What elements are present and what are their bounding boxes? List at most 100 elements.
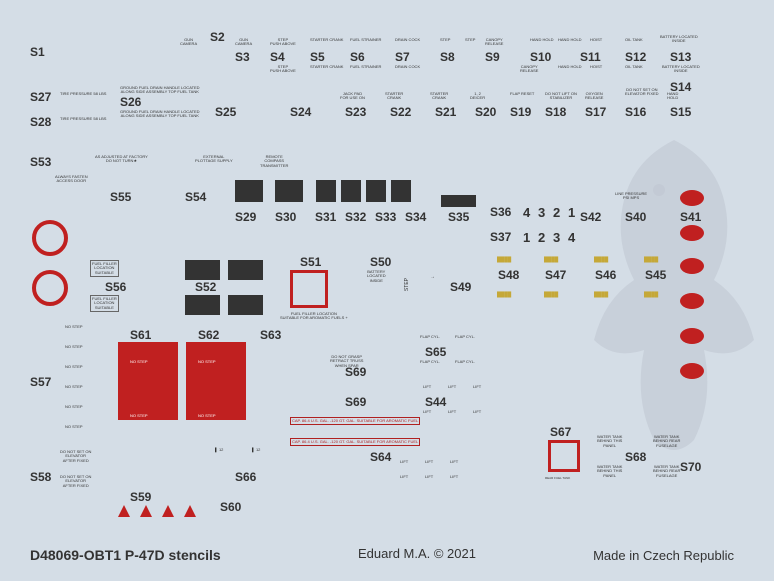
label-s65: S65 (425, 345, 446, 359)
lift: LIFT (425, 475, 433, 479)
num-4: 4 (523, 205, 530, 220)
label-s57: S57 (30, 375, 51, 389)
label-s26: S26 (120, 95, 141, 109)
label-s64: S64 (370, 450, 391, 464)
label-s22: S22 (390, 105, 411, 119)
stencil-text: TIRE PRESSURE 58 LBS (60, 117, 106, 121)
stencil-text: STARTERCRANK (430, 92, 448, 101)
stencil-text: FUEL FILLER LOCATIONSUITABLE FOR AROMATI… (280, 312, 348, 321)
stencil-text: GROUND FUEL DRAIN HANDLE LOCATEDALONG SI… (120, 86, 200, 95)
stencil-text: CANOPYRELEASE (520, 65, 538, 74)
black-plate (366, 180, 386, 202)
label-s7: S7 (395, 50, 410, 64)
label-s62: S62 (198, 328, 219, 342)
black-plate (228, 295, 263, 315)
label-s19: S19 (510, 105, 531, 119)
label-s31: S31 (315, 210, 336, 224)
label-s46: S46 (595, 268, 616, 282)
stencil-text: JACK PADFOR USE ON (340, 92, 365, 101)
label-s54: S54 (185, 190, 206, 204)
label-s3: S3 (235, 50, 250, 64)
red-stencil: CAP. 86.4 U.S. GAL. -120 GT. GAL. SUITAB… (290, 438, 420, 446)
label-s8: S8 (440, 50, 455, 64)
label-s27: S27 (30, 90, 51, 104)
label-s67: S67 (550, 425, 571, 439)
red-walkway (186, 342, 246, 420)
oval-badge (680, 258, 704, 274)
oval-badge (680, 328, 704, 344)
label-s37: S37 (490, 230, 511, 244)
num-1b: 1 (523, 230, 530, 245)
lift: LIFT (473, 410, 481, 414)
black-plate (341, 180, 361, 202)
red-box (290, 270, 328, 308)
marker: ▌ 12 (252, 448, 260, 452)
label-s17: S17 (585, 105, 606, 119)
label-s44: S44 (425, 395, 446, 409)
oval-badge (680, 363, 704, 379)
label-s30: S30 (275, 210, 296, 224)
stencil-text: HAND HOLD (558, 38, 582, 42)
label-s45: S45 (645, 268, 666, 282)
num-3b: 3 (553, 230, 560, 245)
no-step: NO STEP (65, 425, 83, 429)
no-step-red: NO STEP (130, 414, 148, 418)
oval-badge (680, 225, 704, 241)
label-s11: S11 (580, 50, 601, 64)
label-s2: S2 (210, 30, 225, 44)
label-s9: S9 (485, 50, 500, 64)
label-s12: S12 (625, 50, 646, 64)
stencil-text: BATTERY LOCATEDINSIDE (660, 35, 698, 44)
stencil-text: ALWAYS FASTENACCESS DOOR (55, 175, 88, 184)
red-box (548, 440, 580, 472)
stencil-text: OIL TANK (625, 38, 643, 42)
label-s36: S36 (490, 205, 511, 219)
lift: LIFT (400, 460, 408, 464)
stencil-text: STEPPUSH ABOVE (270, 65, 296, 74)
stencil-text: WATER TANKBEHIND THISPANEL (597, 435, 622, 448)
stencil-text: TIRE PRESSURE 58 LBS (60, 92, 106, 96)
stencil-text: → (430, 275, 435, 281)
label-s69b: S69 (345, 395, 366, 409)
no-step-red: NO STEP (198, 360, 216, 364)
stencil-text: DO NOT LIFT ONSTABILIZER (545, 92, 577, 101)
yellow-stencil: ████ (644, 258, 658, 264)
no-step-red: NO STEP (130, 360, 148, 364)
lift: LIFT (425, 460, 433, 464)
label-s18: S18 (545, 105, 566, 119)
stencil-text: HOIST (590, 65, 602, 69)
stencil-text: DRAIN COCK (395, 65, 420, 69)
stencil-text: STARTER CRANK (310, 65, 343, 69)
label-s56: S56 (105, 280, 126, 294)
stencil-text: REMOTECOMPASSTRANSMITTER (260, 155, 288, 168)
lift: LIFT (423, 410, 431, 414)
stencil-text: HANDHOLD (667, 92, 678, 101)
stencil-text: HAND HOLD (530, 38, 554, 42)
stencil-text: WATER TANKBEHIND REARFUSELAGE (653, 465, 680, 478)
label-s34: S34 (405, 210, 426, 224)
elevator: DO NOT SET ONELEVATORAFTER FIXED (60, 450, 91, 463)
yellow-stencil: ████ (544, 293, 558, 299)
label-s24: S24 (290, 105, 311, 119)
stencil-text: BATTERY LOCATEDINSIDE (662, 65, 700, 74)
oval-badge (680, 293, 704, 309)
label-s48: S48 (498, 268, 519, 282)
label-s41: S41 (680, 210, 701, 224)
label-s20: S20 (475, 105, 496, 119)
red-circle-1 (32, 220, 68, 256)
black-plate (235, 180, 263, 202)
label-s52: S52 (195, 280, 216, 294)
made-in: Made in Czech Republic (593, 548, 734, 563)
label-s6: S6 (350, 50, 365, 64)
lift: LIFT (450, 475, 458, 479)
num-2b: 2 (538, 230, 545, 245)
label-s40: S40 (625, 210, 646, 224)
marker: ▌ 12 (215, 448, 223, 452)
label-s13: S13 (670, 50, 691, 64)
label-s60: S60 (220, 500, 241, 514)
yellow-stencil: ████ (594, 258, 608, 264)
yellow-stencil: ████ (644, 293, 658, 299)
triangle-icon (184, 505, 198, 519)
label-s58: S58 (30, 470, 51, 484)
stencil-text: STARTERCRANK (385, 92, 403, 101)
